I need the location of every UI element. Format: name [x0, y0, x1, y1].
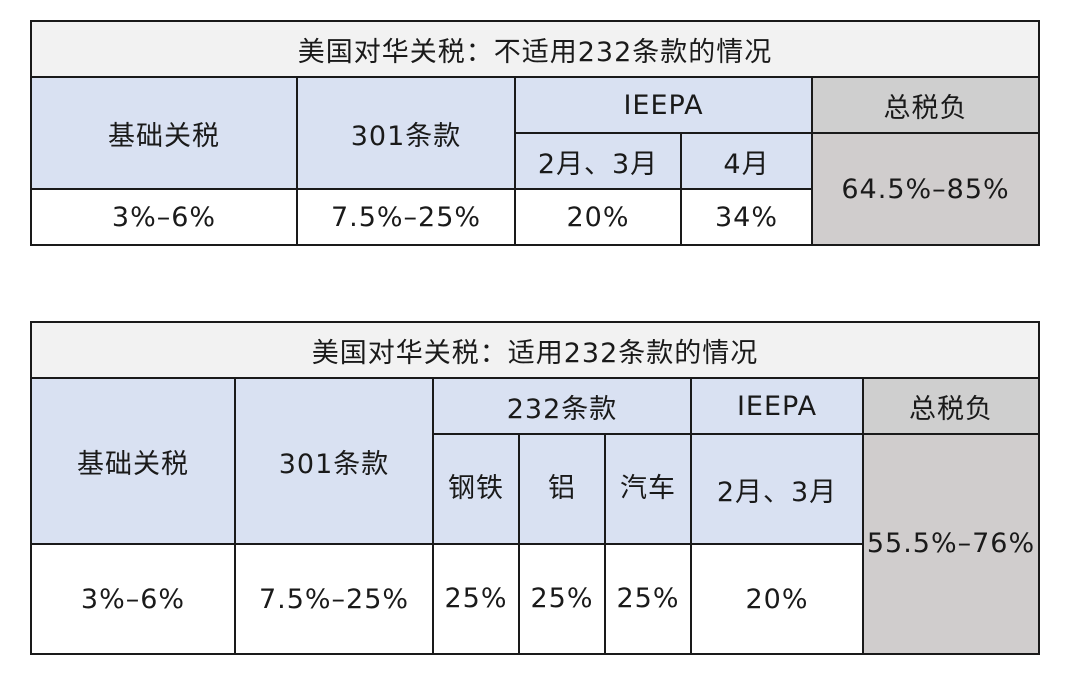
header-total-burden: 总税负	[810, 76, 1041, 134]
value-base-tariff: 3%–6%	[30, 188, 298, 246]
header-section-232: 232条款	[432, 377, 692, 435]
header-aluminum: 铝	[518, 433, 606, 545]
value-base-tariff: 3%–6%	[30, 543, 236, 655]
header-ieepa: IEEPA	[690, 377, 864, 435]
header-auto: 汽车	[604, 433, 692, 545]
value-ieepa-feb-mar: 20%	[514, 188, 682, 246]
header-ieepa: IEEPA	[514, 76, 813, 134]
table-title: 美国对华关税：不适用232条款的情况	[29, 20, 1041, 78]
table-title: 美国对华关税：适用232条款的情况	[30, 321, 1040, 379]
value-ieepa-feb-mar: 20%	[690, 543, 864, 655]
value-steel: 25%	[432, 543, 520, 655]
value-section-301: 7.5%–25%	[296, 188, 516, 246]
header-base-tariff: 基础关税	[30, 76, 298, 190]
header-ieepa-feb-mar: 2月、3月	[514, 132, 682, 190]
header-section-301: 301条款	[234, 377, 434, 545]
header-steel: 钢铁	[432, 433, 520, 545]
header-base-tariff: 基础关税	[30, 377, 236, 545]
value-auto: 25%	[604, 543, 692, 655]
header-total-burden: 总税负	[862, 377, 1040, 435]
value-section-301: 7.5%–25%	[234, 543, 434, 655]
value-total-burden: 55.5%–76%	[862, 433, 1040, 655]
value-ieepa-apr: 34%	[680, 188, 813, 246]
header-ieepa-apr: 4月	[680, 132, 813, 190]
value-total-burden: 64.5%–85%	[810, 132, 1041, 246]
header-ieepa-feb-mar: 2月、3月	[690, 433, 864, 545]
header-section-301: 301条款	[296, 76, 516, 190]
value-aluminum: 25%	[518, 543, 606, 655]
tariff-table-without-232: 美国对华关税：不适用232条款的情况 基础关税 301条款 IEEPA 总税负 …	[29, 20, 1041, 246]
tariff-table-with-232: 美国对华关税：适用232条款的情况 基础关税 301条款 232条款 IEEPA…	[30, 321, 1040, 655]
